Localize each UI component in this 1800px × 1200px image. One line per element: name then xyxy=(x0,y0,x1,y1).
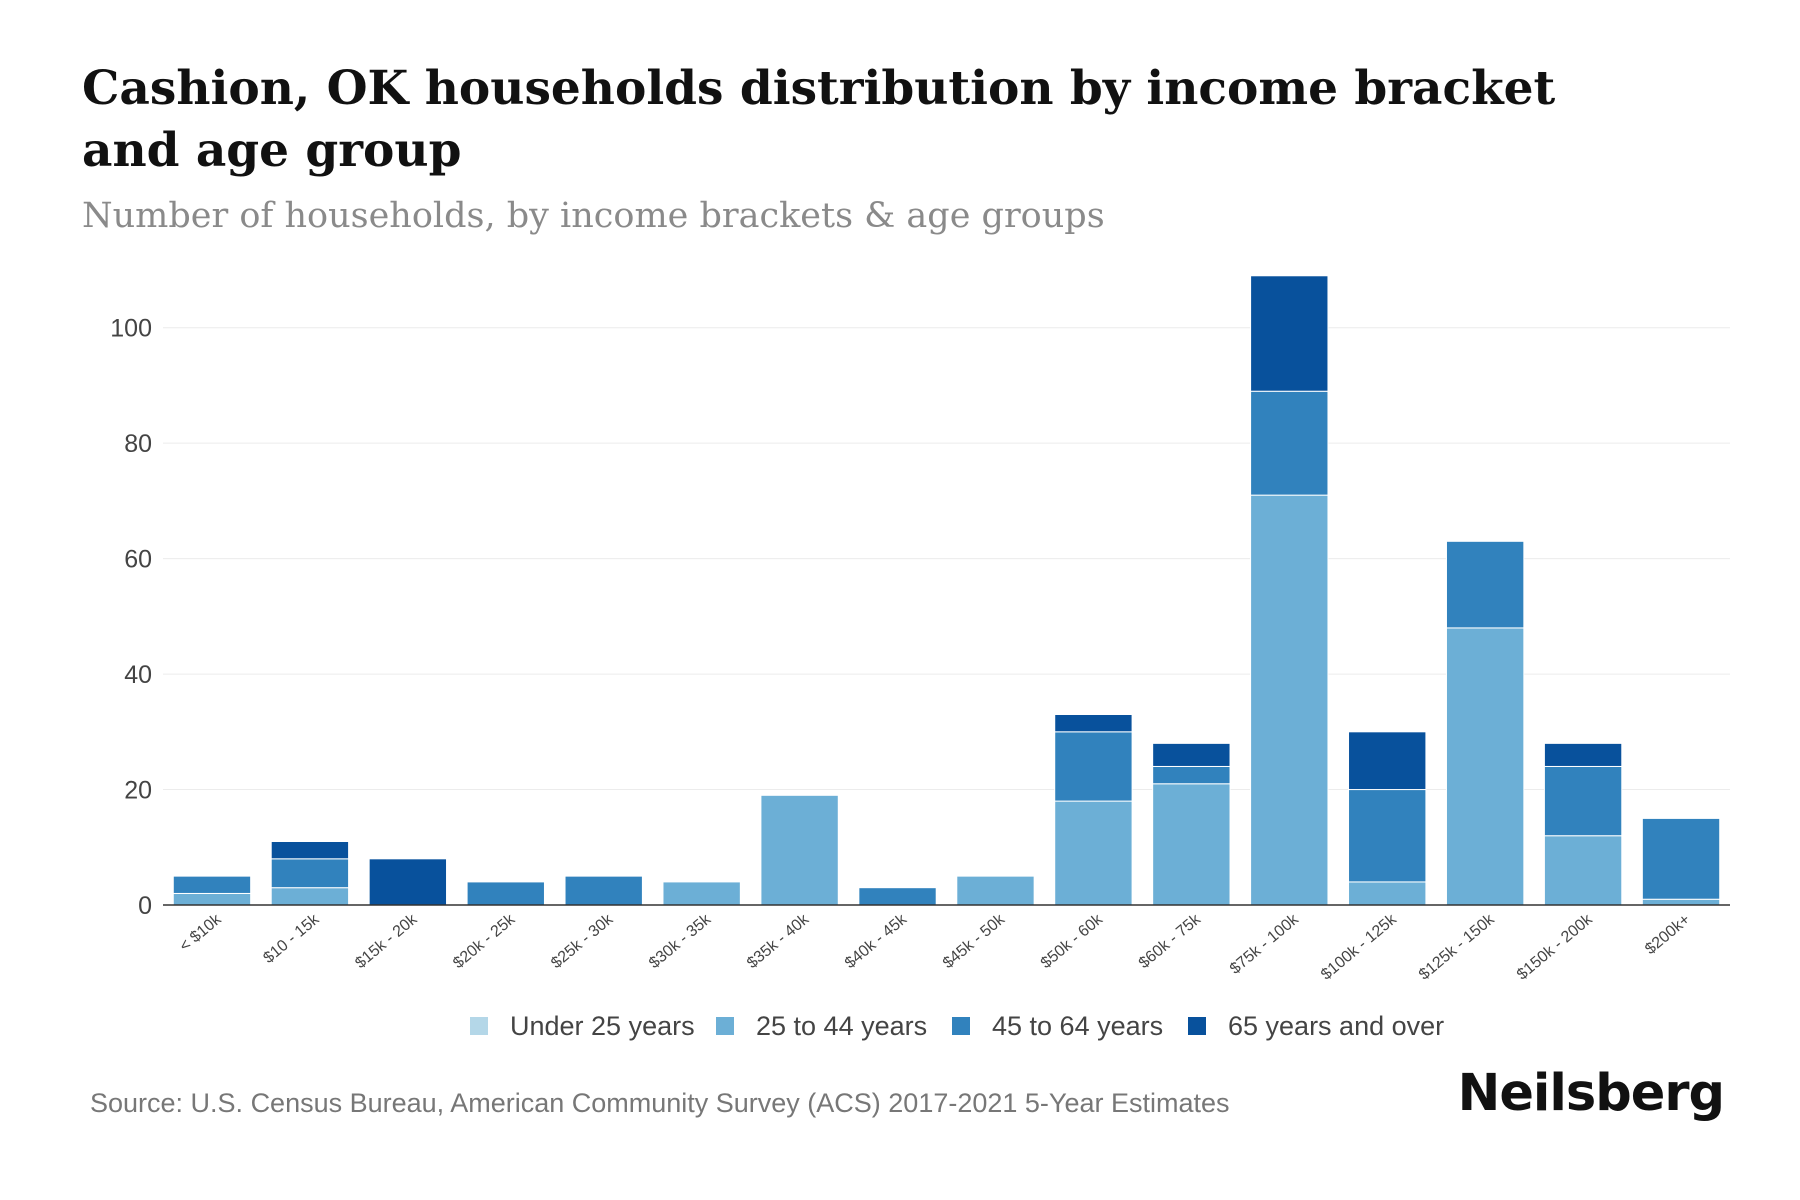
bar-segment xyxy=(1543,765,1623,837)
bar-segment xyxy=(1348,731,1427,791)
bar-segment xyxy=(172,875,252,894)
bar-segment xyxy=(1250,390,1329,496)
source-note: Source: U.S. Census Bureau, American Com… xyxy=(90,1088,1230,1118)
neilsberg-logo: Neilsberg xyxy=(1457,1064,1725,1123)
y-tick-label: 20 xyxy=(124,777,152,805)
y-tick-label: 60 xyxy=(124,546,152,574)
bar-segment xyxy=(1348,789,1427,883)
chart-subtitle: Number of households, by income brackets… xyxy=(82,196,1105,236)
bar-segment xyxy=(1250,275,1329,392)
bar-segment xyxy=(172,892,252,906)
x-tick-label: $150k - 200k xyxy=(1514,910,1597,983)
x-tick-label: $40k - 45k xyxy=(842,910,911,972)
x-tick-label: $45k - 50k xyxy=(940,910,1009,972)
legend-label: Under 25 years xyxy=(510,1011,695,1041)
bar-segment xyxy=(270,858,350,889)
bar-segment xyxy=(466,881,545,906)
bar-segment xyxy=(368,858,448,906)
x-tick-label: $10 - 15k xyxy=(260,910,323,967)
bar-segment xyxy=(1445,627,1525,906)
y-tick-label: 100 xyxy=(110,315,152,343)
bar-segment xyxy=(1152,765,1231,785)
bar-segment xyxy=(1054,800,1133,906)
bar-segment xyxy=(270,887,350,906)
x-axis-ticks: < $10k $10 - 15k $15k - 20k $20k - 25k $25k … xyxy=(176,910,1693,983)
bar-segment xyxy=(1445,540,1525,629)
legend-label: 45 to 64 years xyxy=(992,1011,1163,1041)
x-tick-label: $35k - 40k xyxy=(744,910,813,972)
chart-title: Cashion, OK households distribution by i… xyxy=(82,61,1556,178)
x-tick-label: $50k - 60k xyxy=(1038,910,1107,972)
bar-segment xyxy=(1054,731,1133,802)
y-tick-label: 0 xyxy=(138,892,152,920)
bar-segment xyxy=(662,881,741,906)
bar-segment xyxy=(1543,835,1623,906)
legend-label: 25 to 44 years xyxy=(756,1011,927,1041)
bar-segment xyxy=(1641,817,1721,900)
x-tick-label: $30k - 35k xyxy=(646,910,715,972)
y-tick-label: 80 xyxy=(124,430,152,458)
bar-segment xyxy=(858,887,937,906)
bars xyxy=(172,275,1721,906)
y-tick-label: 40 xyxy=(124,661,152,689)
bar-segment xyxy=(270,841,350,860)
bar-segment xyxy=(956,875,1035,906)
x-tick-label: $60k - 75k xyxy=(1136,910,1205,972)
x-tick-label: $15k - 20k xyxy=(352,910,421,972)
legend-swatch xyxy=(470,1017,488,1035)
x-tick-label: $100k - 125k xyxy=(1318,910,1401,983)
bar-segment xyxy=(760,794,839,906)
bar-segment xyxy=(1641,898,1721,906)
legend-swatch xyxy=(716,1017,734,1035)
x-tick-label: $200k+ xyxy=(1642,911,1693,958)
legend-swatch xyxy=(1188,1017,1206,1035)
x-tick-label: $25k - 30k xyxy=(548,910,617,972)
legend: Under 25 years 25 to 44 years 45 to 64 yea… xyxy=(470,1011,1444,1041)
legend-label: 65 years and over xyxy=(1228,1011,1444,1041)
bar-segment xyxy=(1152,742,1231,767)
bar-segment xyxy=(1348,881,1427,906)
x-tick-label: $75k - 100k xyxy=(1227,910,1303,977)
bar-segment xyxy=(1054,714,1133,733)
x-tick-label: < $10k xyxy=(176,910,225,955)
bar-segment xyxy=(1250,494,1329,906)
legend-swatch xyxy=(952,1017,970,1035)
bar-segment xyxy=(564,875,643,906)
bar-segment xyxy=(1543,742,1623,767)
x-tick-label: $125k - 150k xyxy=(1416,910,1499,983)
y-axis-ticks: 0 20 40 60 80 100 xyxy=(110,315,152,920)
bar-segment xyxy=(1152,783,1231,906)
x-tick-label: $20k - 25k xyxy=(450,910,519,972)
